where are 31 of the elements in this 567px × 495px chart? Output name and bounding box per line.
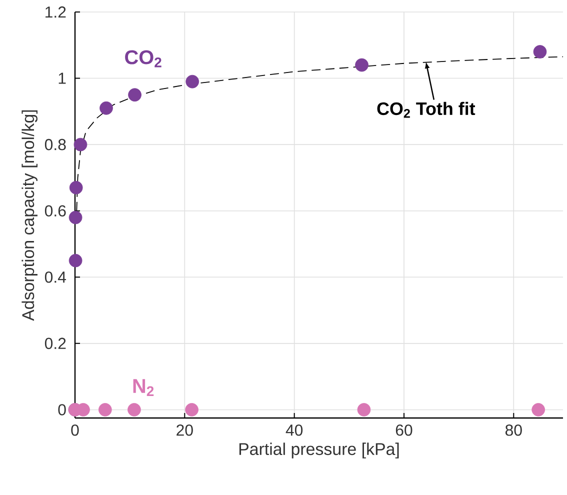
series-label: CO$_{2}$ bbox=[125, 50, 162, 68]
x-tick-label: 20 bbox=[176, 424, 193, 436]
y-tick-label: 1 bbox=[58, 72, 66, 84]
point bbox=[128, 403, 141, 416]
series-label: N$_{2}$ bbox=[133, 379, 154, 396]
y-tick-label: 0 bbox=[58, 404, 66, 416]
y-tick-label: 0.8 bbox=[44, 138, 66, 150]
y-tick-label: 0.6 bbox=[44, 205, 66, 216]
x-tick-label: 0 bbox=[71, 424, 79, 436]
y-axis-title: Adsorption capacity [mol/kg] bbox=[22, 110, 38, 321]
y-tick-label: 0.4 bbox=[44, 272, 66, 283]
point bbox=[532, 403, 546, 416]
x-tick-label: 60 bbox=[396, 424, 412, 436]
point bbox=[68, 210, 82, 224]
point bbox=[355, 58, 368, 72]
y-tick-label: 0.2 bbox=[44, 338, 66, 350]
point bbox=[185, 403, 198, 416]
point bbox=[186, 74, 200, 88]
point bbox=[357, 403, 371, 416]
x-tick-label: 80 bbox=[505, 424, 522, 436]
point bbox=[68, 254, 82, 268]
point bbox=[74, 138, 88, 152]
point bbox=[533, 45, 547, 58]
annotation: CO$_{2}$ Toth fit bbox=[377, 102, 476, 118]
point bbox=[69, 180, 83, 194]
point bbox=[100, 101, 113, 115]
point bbox=[128, 88, 142, 102]
y-tick-label: 1.2 bbox=[46, 6, 66, 18]
x-tick-label: 40 bbox=[286, 424, 303, 436]
x-axis-title: Partial pressure [kPa] bbox=[239, 442, 399, 458]
point bbox=[98, 403, 112, 416]
